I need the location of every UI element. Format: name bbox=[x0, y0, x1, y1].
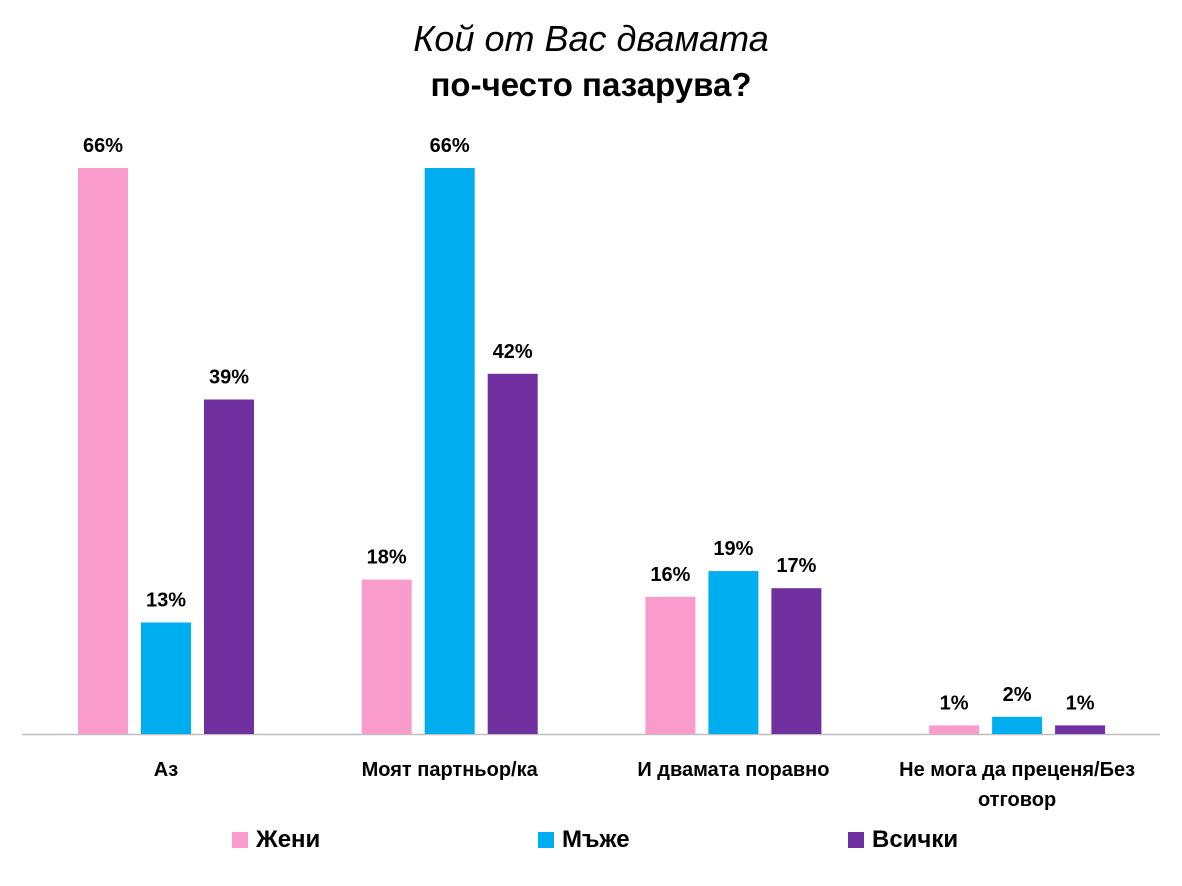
legend-label-mazhe: Мъже bbox=[562, 826, 630, 853]
bar-mazhe-0 bbox=[141, 622, 191, 734]
bar-vsichki-0 bbox=[204, 399, 254, 734]
data-label-vsichki-1: 42% bbox=[493, 341, 533, 363]
legend-label-zheni: Жени bbox=[256, 826, 321, 853]
bars-group bbox=[78, 168, 1106, 734]
bar-vsichki-3 bbox=[1055, 725, 1106, 734]
legend-label-vsichki: Всички bbox=[872, 826, 959, 853]
category-labels-group: Аз Моят партньор/ка И двамата поравно Не мо… bbox=[154, 759, 1135, 811]
legend-item-vsichki: Всички bbox=[848, 826, 958, 854]
bar-chart: 66% 13% 39% 18% 66% 42% 16% 19% 17% 1% 2% 1% Аз Моят… bbox=[22, 135, 1160, 811]
category-label-3: Не мога да преценя/Без отговор bbox=[899, 759, 1135, 811]
category-label-0: Аз bbox=[154, 759, 178, 781]
data-label-zheni-0: 66% bbox=[83, 135, 123, 157]
legend-swatch-mazhe bbox=[538, 832, 554, 848]
category-label-line: И двамата поравно bbox=[637, 759, 829, 781]
legend-swatch-vsichki bbox=[848, 832, 864, 848]
category-label-line: Моят партньор/ка bbox=[362, 759, 539, 781]
bar-mazhe-2 bbox=[708, 571, 759, 734]
data-label-zheni-2: 16% bbox=[650, 564, 690, 586]
data-label-vsichki-3: 1% bbox=[1066, 692, 1095, 714]
bar-mazhe-3 bbox=[992, 716, 1043, 734]
value-labels-group: 66% 13% 39% 18% 66% 42% 16% 19% 17% 1% 2% 1% bbox=[83, 135, 1095, 714]
bar-zheni-1 bbox=[361, 579, 412, 734]
category-label-line: Не мога да преценя/Без bbox=[899, 759, 1135, 781]
data-label-mazhe-2: 19% bbox=[713, 538, 753, 560]
bar-zheni-0 bbox=[78, 168, 128, 734]
category-label-1: Моят партньор/ка bbox=[362, 759, 539, 781]
data-label-mazhe-3: 2% bbox=[1003, 684, 1032, 706]
bar-vsichki-2 bbox=[771, 588, 822, 734]
bar-mazhe-1 bbox=[424, 168, 475, 734]
chart-subtitle: по-често пазарува? bbox=[430, 66, 752, 103]
data-label-zheni-3: 1% bbox=[940, 692, 969, 714]
data-label-vsichki-2: 17% bbox=[776, 555, 816, 577]
legend-swatch-zheni bbox=[232, 832, 248, 848]
legend-item-mazhe: Мъже bbox=[538, 826, 630, 854]
bar-zheni-3 bbox=[929, 725, 980, 734]
legend-item-zheni: Жени bbox=[232, 826, 320, 854]
bar-zheni-2 bbox=[645, 596, 696, 734]
category-label-line: Аз bbox=[154, 759, 178, 781]
data-label-vsichki-0: 39% bbox=[209, 367, 249, 389]
data-label-zheni-1: 18% bbox=[367, 547, 407, 569]
bar-vsichki-1 bbox=[487, 373, 538, 734]
data-label-mazhe-0: 13% bbox=[146, 590, 186, 612]
category-label-2: И двамата поравно bbox=[637, 759, 829, 781]
category-label-line: отговор bbox=[978, 789, 1056, 811]
legend: Жени Мъже Всички bbox=[0, 826, 1182, 862]
data-label-mazhe-1: 66% bbox=[430, 135, 470, 157]
chart-title: Кой от Вас двамата bbox=[413, 18, 769, 59]
